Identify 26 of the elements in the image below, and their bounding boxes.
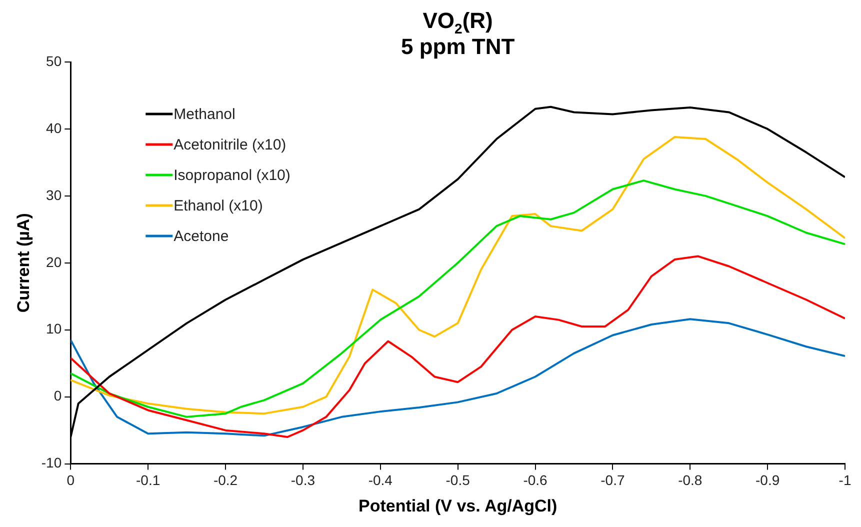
y-tick-label: 0 <box>54 388 62 404</box>
x-tick-label: -0.5 <box>446 472 470 488</box>
legend-label: Acetone <box>174 228 229 246</box>
y-tick-label: 10 <box>46 320 62 337</box>
chart-subtitle: 5 ppm TNT <box>400 34 516 59</box>
y-tick-label: 20 <box>46 254 62 270</box>
y-tick-label: 50 <box>46 52 62 69</box>
y-axis-title: Current (µA) <box>14 213 33 313</box>
x-tick-label: -0.8 <box>678 472 702 488</box>
legend-label: Acetonitrile (x10) <box>174 136 286 154</box>
legend-label: Methanol <box>174 106 236 124</box>
x-tick-label: -0.2 <box>213 472 238 488</box>
x-tick-label: -0.9 <box>756 472 780 488</box>
y-tick-label: -10 <box>41 454 62 471</box>
y-tick-label: 30 <box>46 186 62 203</box>
x-tick-label: 0 <box>66 472 75 488</box>
x-tick-label: -0.1 <box>136 472 160 488</box>
x-tick-label: -0.6 <box>523 472 548 488</box>
x-tick-label: -0.3 <box>290 472 316 488</box>
x-axis-title: Potential (V vs. Ag/AgCl) <box>358 496 558 516</box>
y-tick-label: 40 <box>46 120 62 136</box>
legend-label: Isopropanol (x10) <box>174 167 290 184</box>
legend-label: Ethanol (x10) <box>174 198 263 215</box>
x-tick-label: -0.7 <box>600 472 625 488</box>
x-tick-label: -0.4 <box>368 472 393 488</box>
x-tick-label: -1 <box>838 472 852 488</box>
